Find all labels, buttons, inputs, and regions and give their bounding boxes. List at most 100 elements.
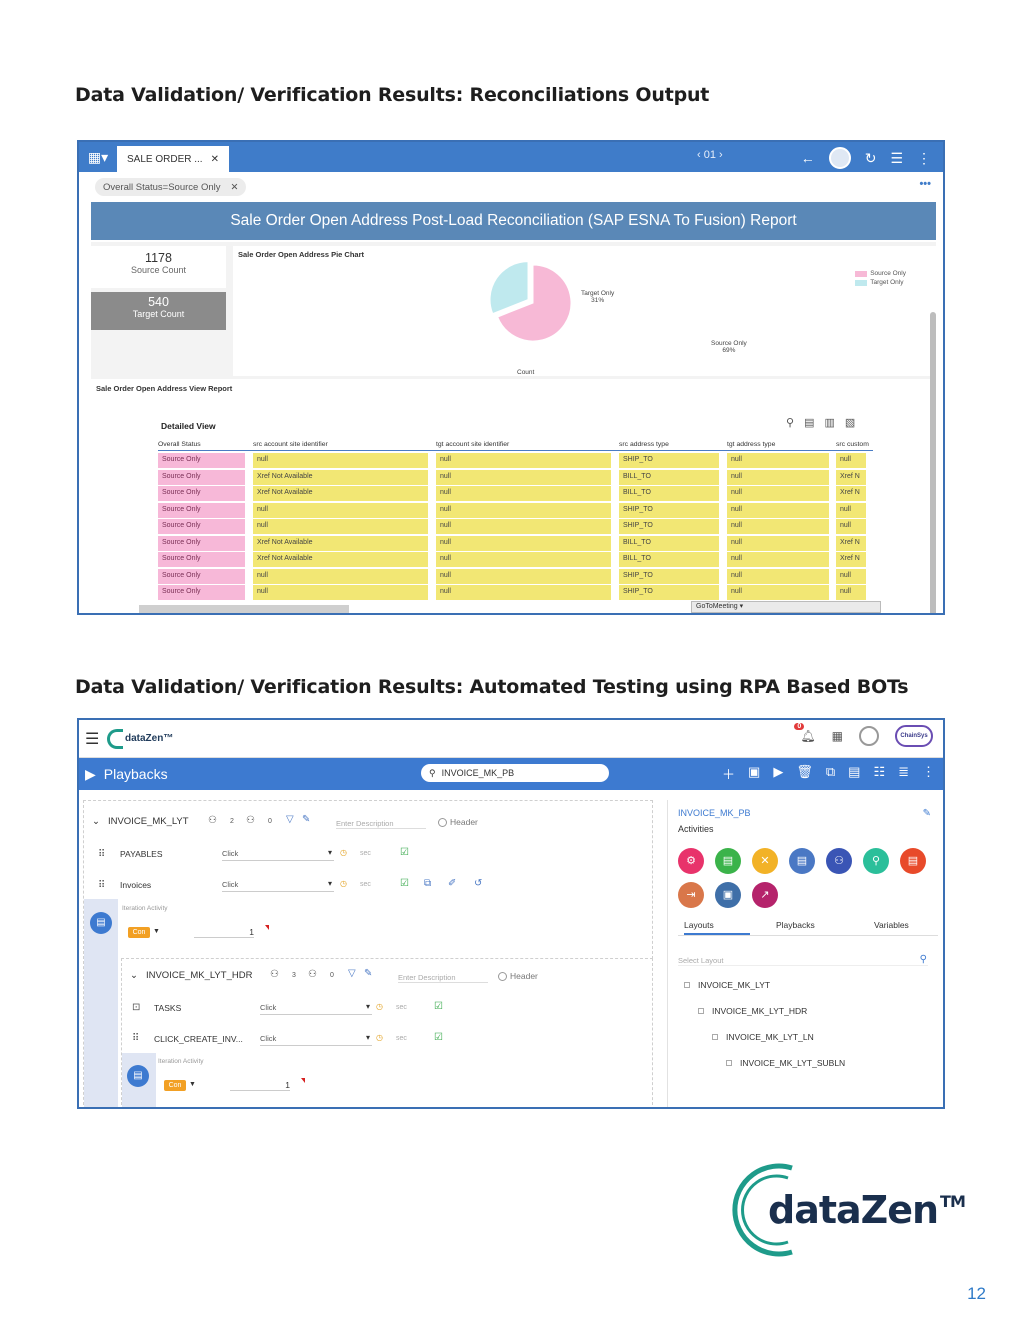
user-avatar[interactable] (859, 726, 879, 746)
tab-playbacks[interactable]: Playbacks (776, 920, 815, 930)
select-layout-input[interactable]: Select Layout (678, 956, 928, 966)
search-icon[interactable]: ⚲ (919, 954, 927, 965)
action-select[interactable]: Click (260, 1033, 372, 1046)
search-icon[interactable]: ⚲ (786, 417, 795, 429)
menu-icon[interactable]: ☰ (85, 730, 100, 748)
copy-icon[interactable]: ⧉ (424, 878, 432, 889)
table-row[interactable]: Source Only Xref Not Available null BILL_TO… (158, 535, 873, 552)
action-select[interactable]: Click (260, 1002, 372, 1015)
sec-field[interactable]: sec (396, 1004, 407, 1011)
column-header[interactable]: src address type (619, 441, 669, 448)
database-icon[interactable]: ☷ (873, 764, 886, 779)
tab-sale-order[interactable]: SALE ORDER ... ✕ (117, 146, 229, 172)
check-icon[interactable]: ☑ (400, 878, 409, 889)
timer-icon[interactable]: ◷ (376, 1033, 383, 1042)
chevron-down-icon[interactable]: ▼ (153, 928, 160, 935)
description-field[interactable]: Enter Description (336, 819, 426, 829)
more-vert-icon[interactable]: ⋮ (917, 149, 931, 166)
drag-handle-icon[interactable]: ⠿ (98, 880, 106, 891)
notification-bell-icon[interactable]: 🔔︎ 0 (794, 723, 816, 743)
activity-type-icon[interactable]: ✕ (752, 848, 778, 874)
sec-field[interactable]: sec (360, 850, 371, 857)
timer-icon[interactable]: ◷ (340, 848, 347, 857)
tree-item[interactable]: INVOICE_MK_LYT_SUBLN (726, 1058, 845, 1068)
drag-handle-icon[interactable]: ⠿ (132, 1033, 140, 1044)
drag-handle-icon[interactable]: ⠿ (98, 849, 106, 860)
pie-slice-source-only[interactable] (497, 264, 572, 342)
add-icon[interactable]: ＋ (722, 767, 736, 782)
activity-type-icon[interactable]: ⇥ (678, 882, 704, 908)
export-excel-icon[interactable]: ▤ (804, 417, 815, 429)
column-header[interactable]: src account site identifier (253, 441, 328, 448)
timer-icon[interactable]: ◷ (340, 879, 347, 888)
table-row[interactable]: Source Only Xref Not Available null BILL_TO… (158, 469, 873, 486)
iteration-count[interactable]: 1 (230, 1080, 290, 1091)
app-switcher-icon[interactable]: ▦▾ (87, 148, 109, 165)
sec-field[interactable]: sec (360, 881, 371, 888)
column-header[interactable]: src custom (836, 441, 869, 448)
filter-icon[interactable]: ▽ (286, 814, 294, 825)
check-icon[interactable]: ☑ (434, 1032, 443, 1043)
filter-chip[interactable]: Overall Status=Source Only ✕ (95, 178, 247, 196)
pie-slice-target-only[interactable] (489, 261, 529, 315)
tab-variables[interactable]: Variables (874, 920, 909, 930)
tree-item[interactable]: INVOICE_MK_LYT_HDR (698, 1006, 807, 1016)
iteration-icon[interactable]: ▤ (90, 912, 112, 934)
chevron-down-icon[interactable]: ⌄ (92, 816, 100, 827)
activity-type-icon[interactable]: ↗ (752, 882, 778, 908)
column-header[interactable]: tgt account site identifier (436, 441, 510, 448)
edit-icon[interactable]: ✎ (922, 808, 931, 819)
condition-button[interactable]: Con (128, 927, 150, 938)
copy-icon[interactable]: ⧉ (825, 764, 836, 779)
more-vert-icon[interactable]: ⋮ (922, 764, 935, 779)
search-input[interactable]: ⚲ INVOICE_MK_PB (421, 764, 609, 782)
table-row[interactable]: Source Only null null SHIP_TO null null (158, 584, 873, 601)
action-select[interactable]: Click (222, 879, 334, 892)
header-radio[interactable]: Header (438, 817, 478, 827)
vertical-scrollbar[interactable] (930, 312, 936, 613)
refresh-icon[interactable]: ↻ (864, 149, 877, 166)
chevron-down-icon[interactable]: ▼ (189, 1081, 196, 1088)
undo-icon[interactable]: ↺ (474, 878, 483, 889)
condition-button[interactable]: Con (164, 1080, 186, 1091)
description-field[interactable]: Enter Description (398, 973, 488, 983)
table-row[interactable]: Source Only null null SHIP_TO null null (158, 568, 873, 585)
settings-icon[interactable]: ≣ (898, 764, 909, 779)
table-row[interactable]: Source Only null null SHIP_TO null null (158, 452, 873, 469)
edit-icon[interactable]: ✎ (364, 968, 373, 979)
edit-doc-icon[interactable]: ✐ (448, 878, 457, 889)
table-row[interactable]: Source Only Xref Not Available null BILL_TO… (158, 485, 873, 502)
run-icon[interactable]: ▶ (773, 764, 784, 779)
avatar[interactable] (828, 147, 851, 169)
delete-icon[interactable]: 🗑︎ (796, 764, 813, 779)
table-row[interactable]: Source Only Xref Not Available null BILL_TO… (158, 551, 873, 568)
chevron-down-icon[interactable]: ⌄ (130, 970, 138, 981)
activity-type-icon[interactable]: ⚲ (863, 848, 889, 874)
sec-field[interactable]: sec (396, 1035, 407, 1042)
tree-item[interactable]: INVOICE_MK_LYT_LN (712, 1032, 814, 1042)
timer-icon[interactable]: ◷ (376, 1002, 383, 1011)
horizontal-scrollbar[interactable] (139, 605, 349, 613)
activity-type-icon[interactable]: ⚙ (678, 848, 704, 874)
column-header[interactable]: tgt address type (727, 441, 776, 448)
document-icon[interactable]: ▤ (848, 764, 861, 779)
column-header[interactable]: Overall Status (158, 441, 201, 448)
check-icon[interactable]: ☑ (434, 1001, 443, 1012)
more-horiz-icon[interactable]: ••• (919, 178, 931, 190)
goto-meeting-bar[interactable]: GoToMeeting ▾ (691, 601, 881, 613)
export-pdf-icon[interactable]: ▧ (844, 417, 856, 429)
table-row[interactable]: Source Only null null SHIP_TO null null (158, 518, 873, 535)
edit-icon[interactable]: ✎ (302, 814, 311, 825)
activity-type-icon[interactable]: ▤ (715, 848, 741, 874)
tab-layouts[interactable]: Layouts (684, 920, 750, 935)
check-icon[interactable]: ☑ (400, 847, 409, 858)
table-row[interactable]: Source Only null null SHIP_TO null null (158, 502, 873, 519)
save-icon[interactable]: ▣ (748, 764, 761, 779)
activity-type-icon[interactable]: ▤ (789, 848, 815, 874)
play-icon[interactable]: ▶ (85, 765, 96, 782)
filter-icon[interactable]: ▽ (348, 968, 356, 979)
back-arrow-icon[interactable]: ← (800, 150, 815, 166)
activity-type-icon[interactable]: ▤ (900, 848, 926, 874)
action-select[interactable]: Click (222, 848, 334, 861)
close-icon[interactable]: ✕ (230, 181, 239, 193)
